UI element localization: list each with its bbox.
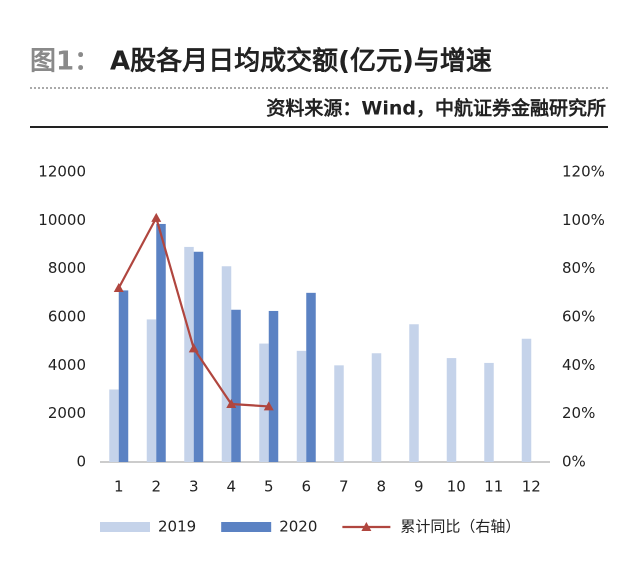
y2-tick-label: 60% <box>562 308 595 326</box>
bar <box>118 290 129 462</box>
y-tick-label: 8000 <box>48 259 86 277</box>
bar <box>184 246 194 462</box>
y-tick-label: 0 <box>76 453 86 471</box>
marker <box>263 401 274 411</box>
x-tick-label: 1 <box>114 478 124 496</box>
y2-tick-label: 40% <box>562 356 595 374</box>
x-tick-label: 4 <box>226 478 236 496</box>
marker <box>151 212 162 222</box>
y2-tick-label: 20% <box>562 404 595 422</box>
y-tick-label: 2000 <box>48 404 86 422</box>
x-tick-label: 3 <box>189 478 199 496</box>
y2-tick-label: 80% <box>562 259 595 277</box>
y-tick-label: 10000 <box>38 211 86 229</box>
bar <box>296 350 307 462</box>
bar <box>156 223 166 462</box>
x-tick-label: 5 <box>264 478 274 496</box>
y2-tick-label: 120% <box>562 163 605 181</box>
bar <box>371 353 382 462</box>
y2-tick-label: 0% <box>562 453 586 471</box>
chart-title: A股各月日均成交额(亿元)与增速 <box>110 46 492 77</box>
y-tick-label: 4000 <box>48 356 86 374</box>
y-tick-label: 6000 <box>48 308 86 326</box>
bar <box>521 338 532 462</box>
legend-swatch <box>221 522 272 532</box>
x-tick-label: 7 <box>339 478 349 496</box>
y-tick-label: 12000 <box>38 163 86 181</box>
x-tick-label: 2 <box>151 478 161 496</box>
x-tick-label: 8 <box>376 478 386 496</box>
legend-label: 2020 <box>279 518 317 536</box>
legend-swatch <box>361 522 372 531</box>
bar <box>306 292 316 462</box>
x-tick-label: 9 <box>414 478 424 496</box>
legend-label: 2019 <box>158 518 196 536</box>
bar <box>146 319 157 462</box>
bar <box>446 358 457 462</box>
marker <box>113 283 124 292</box>
bar <box>409 324 419 462</box>
legend-label: 累计同比（右轴） <box>400 518 520 536</box>
bar <box>231 309 241 462</box>
bar <box>484 362 494 462</box>
figure-label: 图1： <box>30 47 100 77</box>
legend-swatch <box>100 522 150 532</box>
bar <box>109 389 119 462</box>
bar <box>221 266 232 462</box>
marker <box>226 399 237 408</box>
bar <box>334 365 344 462</box>
source: 资料来源：Wind，中航证券金融研究所 <box>266 97 606 120</box>
marker <box>188 343 199 353</box>
x-tick-label: 10 <box>447 478 466 496</box>
x-tick-label: 11 <box>484 478 503 496</box>
x-tick-label: 12 <box>522 478 541 496</box>
bar <box>259 343 269 462</box>
bar <box>268 310 279 462</box>
y2-tick-label: 100% <box>562 211 605 229</box>
x-tick-label: 6 <box>301 478 311 496</box>
